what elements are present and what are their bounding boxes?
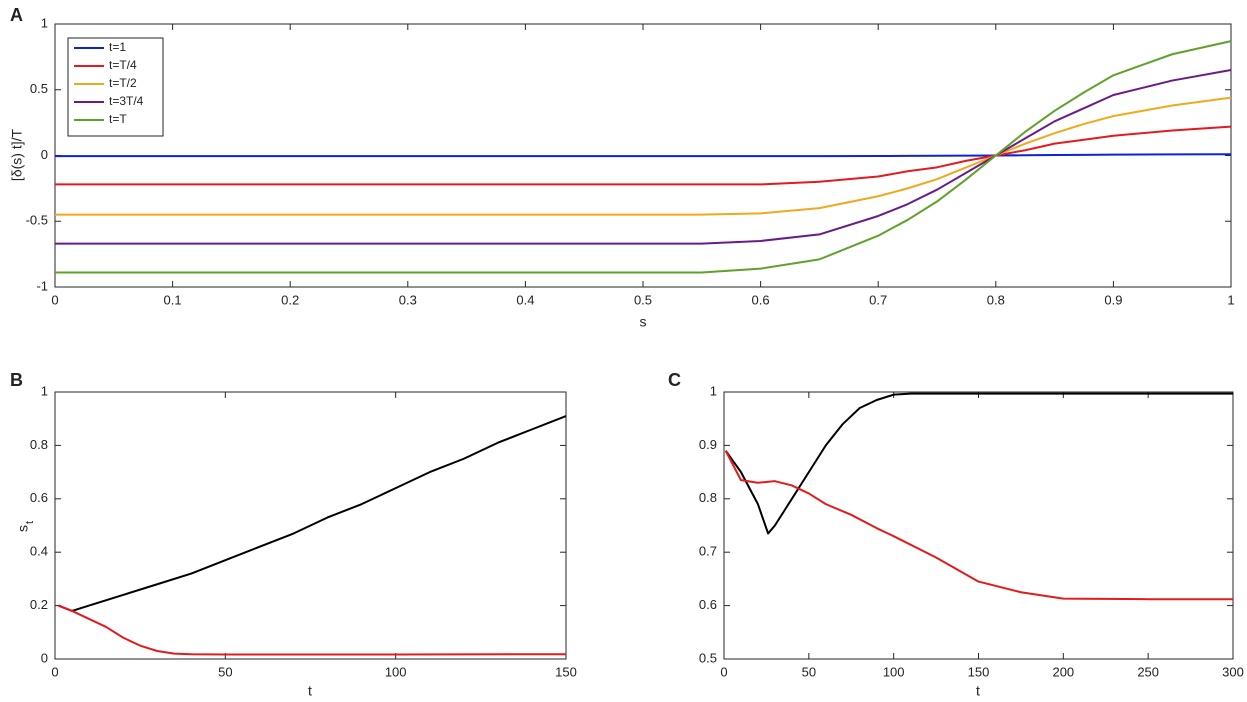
x-axis-label: t (976, 683, 980, 699)
legend-label: t=T (109, 112, 127, 126)
y-tick-label: 0.7 (699, 544, 717, 559)
x-tick-label: 150 (555, 664, 577, 679)
y-tick-label: 0.5 (699, 650, 717, 665)
y-tick-label: 0.6 (30, 490, 48, 505)
y-tick-label: 0 (41, 147, 48, 162)
x-tick-label: 100 (883, 664, 905, 679)
data-line (58, 604, 567, 656)
panel-label: B (10, 370, 23, 390)
x-tick-label: 0 (51, 664, 58, 679)
x-tick-label: 0.8 (987, 292, 1005, 307)
x-tick-label: 0.1 (164, 292, 182, 307)
legend-label: t=T/2 (109, 76, 137, 90)
x-tick-label: 250 (1137, 664, 1159, 679)
legend-label: t=3T/4 (109, 94, 144, 108)
y-tick-label: 0.8 (30, 437, 48, 452)
y-tick-label: 0 (41, 650, 48, 665)
x-tick-label: 0.2 (281, 292, 299, 307)
data-line (724, 392, 1233, 535)
data-line (55, 125, 1232, 186)
x-tick-label: 0 (51, 292, 58, 307)
x-tick-label: 50 (218, 664, 232, 679)
x-tick-label: 0.6 (752, 292, 770, 307)
data-line (55, 96, 1232, 216)
data-line (55, 69, 1232, 245)
x-tick-label: 50 (802, 664, 816, 679)
y-axis-label-subscript: t (24, 521, 36, 524)
y-tick-label: -1 (36, 278, 48, 293)
y-tick-label: 0.5 (30, 81, 48, 96)
y-tick-label: 1 (710, 383, 717, 398)
x-tick-label: 100 (385, 664, 407, 679)
plot-area (723, 391, 1234, 660)
y-tick-label: 0.8 (699, 490, 717, 505)
x-tick-label: 0.7 (869, 292, 887, 307)
data-line (724, 450, 1233, 601)
y-axis-label-group: [δ(s) t]/T (9, 128, 25, 181)
x-tick-label: 0.3 (399, 292, 417, 307)
y-tick-label: 0.2 (30, 597, 48, 612)
data-line (58, 415, 567, 612)
y-axis-label: [δ(s) t]/T (9, 128, 25, 181)
y-tick-label: 0.4 (30, 544, 48, 559)
y-axis-label: s (15, 525, 31, 532)
x-tick-label: 0.9 (1104, 292, 1122, 307)
x-tick-label: 300 (1222, 664, 1244, 679)
x-tick-label: 0.4 (516, 292, 534, 307)
legend-label: t=1 (109, 40, 126, 54)
x-tick-label: 200 (1052, 664, 1074, 679)
legend-label: t=T/4 (109, 58, 137, 72)
panel-label: A (10, 5, 23, 25)
x-tick-label: 1 (1227, 292, 1234, 307)
y-tick-label: 0.6 (699, 597, 717, 612)
x-tick-label: 0 (720, 664, 727, 679)
panel-label: C (668, 370, 681, 390)
x-tick-label: 150 (968, 664, 990, 679)
x-axis-label: t (308, 683, 312, 699)
y-axis-label-group: st (15, 521, 36, 532)
data-line (55, 40, 1232, 274)
y-tick-label: -0.5 (26, 213, 48, 228)
data-line (55, 153, 1232, 158)
x-axis-label: s (640, 314, 647, 330)
y-tick-label: 1 (41, 15, 48, 30)
x-tick-label: 0.5 (634, 292, 652, 307)
y-tick-label: 1 (41, 383, 48, 398)
y-tick-label: 0.9 (699, 437, 717, 452)
